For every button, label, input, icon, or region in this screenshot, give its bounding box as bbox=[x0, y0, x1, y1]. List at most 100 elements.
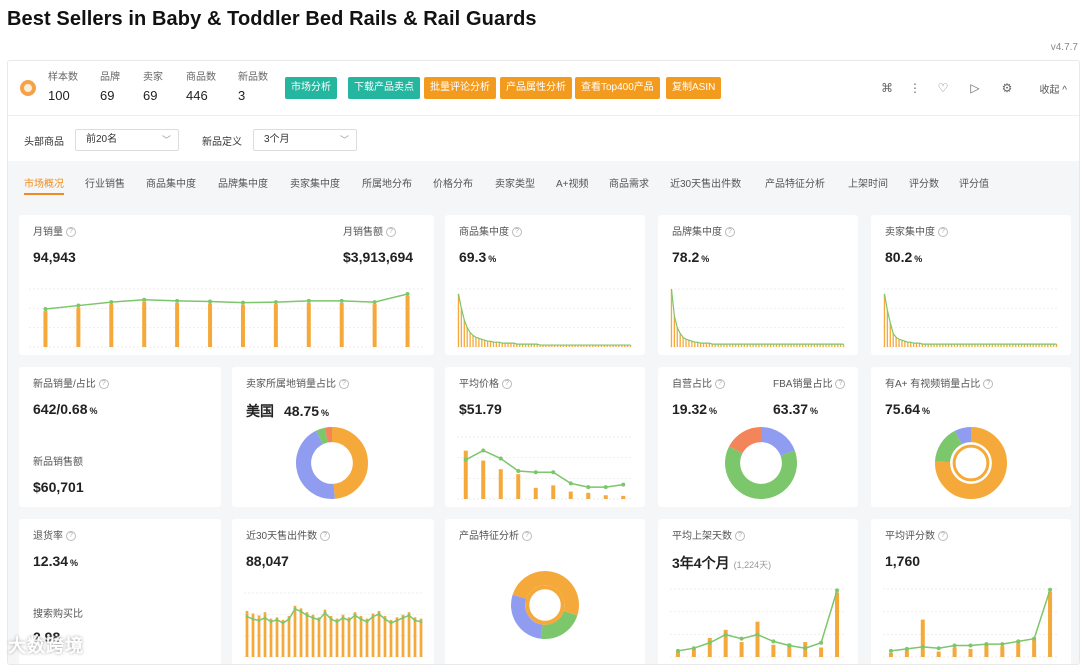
bar bbox=[142, 301, 147, 347]
tab-brand-concentration[interactable]: 品牌集中度 bbox=[218, 179, 268, 190]
new-product-definition-label: 新品定义 bbox=[202, 137, 242, 148]
bar bbox=[339, 302, 344, 347]
collapse-label: 收起 bbox=[1039, 85, 1060, 96]
new-product-definition-select[interactable]: 3个月 ﹀ bbox=[253, 129, 357, 151]
help-icon[interactable]: ? bbox=[715, 379, 725, 390]
help-icon[interactable]: ? bbox=[512, 227, 522, 238]
donut-slice bbox=[511, 594, 544, 639]
help-icon[interactable]: ? bbox=[98, 379, 109, 390]
help-icon[interactable]: ? bbox=[320, 531, 331, 542]
bar bbox=[950, 344, 953, 347]
bar bbox=[749, 344, 751, 347]
bar bbox=[711, 344, 713, 347]
help-icon[interactable]: ? bbox=[983, 379, 994, 390]
bar bbox=[401, 614, 405, 657]
donut-slice bbox=[725, 446, 797, 499]
card-monthly-sales: 月销量? 94,943 月销售额? $3,913,694 bbox=[19, 215, 434, 355]
help-icon[interactable]: ? bbox=[66, 227, 76, 238]
data-point bbox=[281, 621, 285, 625]
bar bbox=[516, 344, 518, 347]
head-products-select[interactable]: 前20名 ﹀ bbox=[75, 129, 179, 151]
trend-line bbox=[45, 293, 408, 310]
donut-slice bbox=[935, 430, 963, 463]
value-sub: (1,224天) bbox=[733, 560, 772, 570]
data-point bbox=[787, 643, 792, 648]
bar bbox=[714, 344, 716, 347]
help-icon[interactable]: ? bbox=[339, 379, 349, 390]
bar bbox=[580, 345, 582, 347]
tab-aplus-video[interactable]: A+视频 bbox=[556, 179, 589, 190]
download-selling-points-button[interactable]: 下载产品卖点 bbox=[348, 77, 420, 99]
card-seller-location: 卖家所属地销量占比? 美国 48.75% bbox=[232, 367, 434, 507]
bar bbox=[257, 615, 261, 657]
tab-product-concentration[interactable]: 商品集中度 bbox=[146, 179, 196, 190]
card-value: 94,943 bbox=[33, 249, 76, 265]
30day-sold-chart bbox=[244, 592, 424, 658]
tab-seller-concentration[interactable]: 卖家集中度 bbox=[290, 179, 340, 190]
tab-seller-type[interactable]: 卖家类型 bbox=[495, 179, 535, 190]
bar bbox=[743, 344, 746, 347]
tab-market-overview[interactable]: 市场概况 bbox=[24, 175, 64, 195]
video-icon[interactable]: ▷ bbox=[970, 81, 980, 95]
bar bbox=[737, 344, 740, 347]
card-value: 75.64% bbox=[885, 401, 930, 417]
copy-asin-button[interactable]: 复制ASIN bbox=[666, 77, 722, 99]
product-attribute-analysis-button[interactable]: 产品属性分析 bbox=[500, 77, 572, 99]
batch-review-analysis-button[interactable]: 批量评论分析 bbox=[424, 77, 496, 99]
market-analysis-button[interactable]: 市场分析 bbox=[285, 77, 337, 99]
bar bbox=[883, 293, 886, 347]
help-icon[interactable]: ? bbox=[522, 531, 532, 542]
chevron-up-icon: ^ bbox=[1059, 85, 1067, 96]
bar bbox=[577, 345, 579, 347]
data-point bbox=[251, 617, 255, 621]
bar bbox=[764, 344, 766, 347]
bar bbox=[959, 344, 961, 347]
tab-location-distribution[interactable]: 所属地分布 bbox=[362, 179, 412, 190]
view-top400-button[interactable]: 查看Top400产品 bbox=[575, 77, 660, 99]
bar bbox=[839, 344, 842, 347]
tab-30day-sold[interactable]: 近30天售出件数 bbox=[670, 179, 742, 190]
help-icon[interactable]: ? bbox=[725, 227, 735, 238]
tab-product-demand[interactable]: 商品需求 bbox=[609, 179, 649, 190]
help-icon[interactable]: ? bbox=[938, 531, 948, 542]
bar bbox=[556, 345, 559, 347]
card-value-2: 63.37% bbox=[773, 401, 818, 417]
bar bbox=[533, 344, 535, 347]
data-point bbox=[936, 646, 941, 651]
help-icon[interactable]: ? bbox=[735, 531, 745, 542]
card-value: 80.2% bbox=[885, 249, 922, 265]
value-unit: % bbox=[922, 406, 931, 416]
bar bbox=[816, 344, 818, 347]
bar bbox=[971, 344, 973, 347]
tab-listing-time[interactable]: 上架时间 bbox=[848, 179, 888, 190]
bar bbox=[1029, 344, 1031, 347]
help-icon[interactable]: ? bbox=[66, 531, 76, 542]
product-features-donut bbox=[511, 571, 579, 639]
bar bbox=[886, 310, 889, 347]
help-icon[interactable]: ? bbox=[835, 379, 846, 390]
tab-product-features[interactable]: 产品特征分析 bbox=[765, 179, 825, 190]
bar bbox=[1006, 344, 1008, 347]
help-icon[interactable]: ? bbox=[502, 379, 512, 390]
tab-review-count[interactable]: 评分数 bbox=[909, 179, 939, 190]
tab-rating[interactable]: 评分值 bbox=[959, 179, 989, 190]
collapse-button[interactable]: 收起 ^ bbox=[1040, 81, 1067, 96]
more-icon[interactable]: ⋮ bbox=[909, 81, 921, 95]
bar bbox=[734, 344, 737, 347]
tab-industry-sales[interactable]: 行业销售 bbox=[85, 179, 125, 190]
bar bbox=[974, 344, 976, 347]
country-name: 美国 bbox=[246, 403, 274, 419]
help-icon[interactable]: ? bbox=[386, 227, 396, 238]
tab-price-distribution[interactable]: 价格分布 bbox=[433, 179, 473, 190]
bar bbox=[323, 609, 327, 657]
donut-slice bbox=[935, 427, 1007, 499]
help-icon[interactable]: ? bbox=[938, 227, 948, 238]
version-label: v4.7.7 bbox=[1050, 42, 1078, 53]
bar bbox=[329, 616, 333, 657]
donut-slice bbox=[729, 427, 762, 454]
heart-icon[interactable]: ♡ bbox=[937, 81, 949, 95]
bar bbox=[796, 344, 798, 347]
gear-icon[interactable]: ⚙ bbox=[1001, 81, 1013, 95]
grid-icon[interactable]: ⌘ bbox=[881, 81, 893, 95]
data-point bbox=[968, 643, 973, 648]
